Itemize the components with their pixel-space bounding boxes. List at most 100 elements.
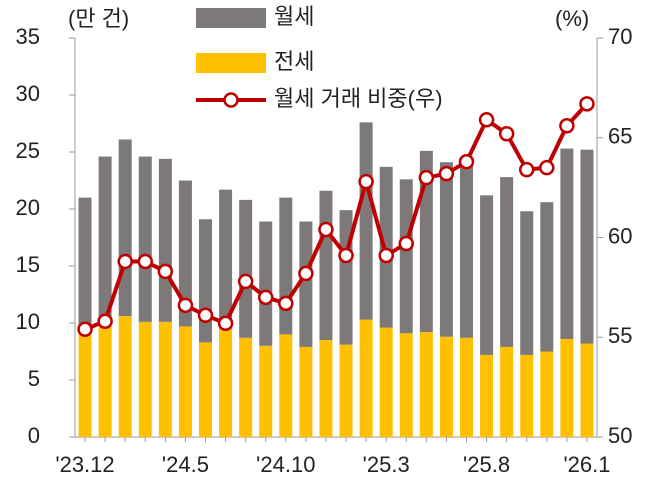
legend-label: 전세 [274, 49, 314, 74]
bar [580, 149, 594, 344]
bar [580, 343, 594, 437]
y-tick-label: 0 [28, 423, 40, 448]
bar [439, 336, 453, 437]
bar [78, 328, 92, 437]
bar [199, 219, 212, 343]
line-marker [518, 161, 535, 178]
line-marker [579, 96, 595, 112]
bar [439, 162, 453, 337]
legend-swatch [223, 92, 239, 108]
line-marker [498, 126, 515, 142]
legend-label: 월세 [274, 4, 314, 29]
y-tick-label: 5 [28, 366, 40, 391]
bar [138, 156, 152, 322]
bar [239, 199, 253, 338]
y-tick-label: 30 [16, 81, 40, 106]
bar [118, 139, 132, 317]
bar [339, 344, 353, 437]
line-marker [398, 235, 415, 252]
x-tick-label: '25.3 [363, 452, 410, 477]
bar [399, 179, 413, 334]
bar [279, 197, 293, 335]
bar [259, 345, 273, 437]
x-tick-label: '24.10 [256, 452, 315, 477]
y-tick-label: 35 [16, 24, 40, 49]
bar [500, 346, 514, 437]
x-tick-label: '23.12 [55, 452, 114, 477]
bar [299, 346, 313, 437]
bar [178, 326, 192, 437]
bar [500, 177, 514, 347]
line-marker [338, 247, 354, 264]
line-marker [117, 253, 133, 270]
bar [319, 190, 333, 341]
line-marker [217, 315, 234, 332]
bar [379, 166, 393, 328]
bar [359, 319, 373, 437]
bar [239, 337, 253, 437]
line-marker [438, 165, 455, 182]
legend-swatch [196, 53, 266, 73]
line-marker [478, 112, 495, 128]
bar [98, 156, 112, 325]
x-tick-label: '25.8 [463, 452, 510, 477]
bar [460, 162, 473, 338]
line-marker [197, 307, 214, 324]
line-marker [278, 295, 294, 312]
bar [98, 324, 112, 437]
y2-tick-label: 55 [608, 323, 632, 348]
y-tick-label: 20 [16, 195, 40, 220]
line-marker [378, 247, 394, 264]
line-marker [177, 297, 194, 314]
bar [178, 180, 192, 327]
line-marker [137, 253, 154, 270]
bar [520, 354, 534, 437]
line-marker [358, 173, 374, 190]
bar [480, 354, 494, 437]
x-tick-label: '24.5 [162, 452, 209, 477]
bar [299, 221, 313, 347]
y2-tick-label: 50 [608, 423, 632, 448]
bar [480, 195, 494, 355]
bar [138, 321, 152, 437]
y2-axis-label: (%) [555, 6, 589, 31]
line-marker [559, 118, 575, 134]
bar [339, 210, 353, 345]
bar [199, 342, 212, 437]
line-marker [539, 159, 555, 176]
bar [219, 189, 233, 329]
bar [399, 333, 413, 437]
x-tick-label: '26.1 [563, 452, 610, 477]
y-tick-label: 10 [16, 309, 40, 334]
bar [560, 338, 574, 437]
bar [520, 211, 534, 355]
bar [158, 321, 172, 437]
y-tick-label: 25 [16, 138, 40, 163]
bar [319, 340, 333, 437]
bar [460, 337, 473, 437]
bar [419, 332, 433, 437]
y2-tick-label: 60 [608, 223, 632, 248]
line-marker [157, 263, 174, 280]
line-marker [418, 169, 435, 186]
bar [118, 316, 132, 437]
line-marker [97, 313, 113, 330]
bar [158, 158, 172, 322]
line-marker [77, 321, 93, 338]
y-axis-label: (만 건) [68, 6, 129, 31]
bar [419, 150, 433, 333]
legend-swatch [196, 8, 266, 28]
line-marker [318, 221, 334, 238]
bar [560, 148, 574, 339]
bar [379, 327, 393, 437]
bar [540, 202, 554, 352]
line-marker [237, 273, 254, 290]
bar [219, 328, 233, 437]
y2-tick-label: 65 [608, 124, 632, 149]
bar [279, 334, 293, 437]
bar [259, 221, 273, 346]
line-marker [257, 289, 274, 306]
bar [78, 197, 92, 329]
line-marker [458, 153, 475, 170]
